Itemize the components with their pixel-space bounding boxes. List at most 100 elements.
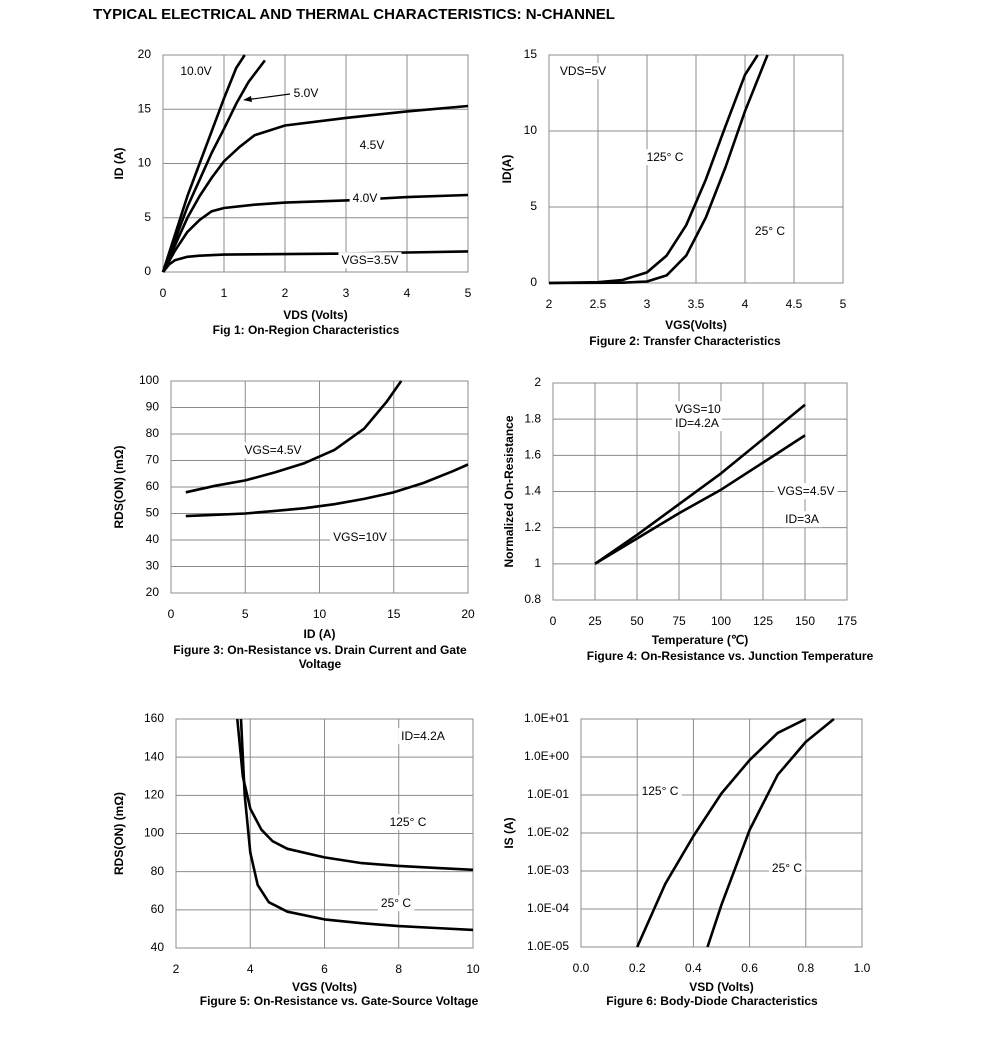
series-line: [594, 434, 806, 565]
y-tick-label: 15: [138, 101, 152, 115]
annotation: VDS=5V: [560, 64, 606, 78]
y-tick-label: 1.0E-05: [527, 939, 569, 953]
x-axis-label: ID (A): [304, 627, 336, 641]
y-tick-label: 5: [144, 210, 151, 224]
chart-caption: Figure 3: On-Resistance vs. Drain Curren…: [173, 643, 467, 671]
series-label: VGS=4.5V: [777, 484, 834, 498]
x-tick-label: 10: [466, 962, 480, 976]
x-tick-label: 100: [711, 614, 731, 628]
plot-frame: [548, 54, 844, 284]
chart-caption: Figure 6: Body-Diode Characteristics: [606, 994, 818, 1008]
x-tick-label: 0.0: [573, 961, 590, 975]
y-tick-label: 100: [144, 826, 164, 840]
series-line: [594, 403, 806, 565]
x-tick-label: 1.0: [854, 961, 871, 975]
arrow-head: [243, 96, 252, 102]
series-line: [161, 250, 469, 273]
x-tick-label: 3: [644, 297, 651, 311]
series-line: [236, 718, 474, 872]
plot-frame: [175, 718, 474, 949]
x-tick-label: 50: [630, 614, 644, 628]
y-tick-label: 160: [144, 711, 164, 725]
y-tick-label: 1.0E-02: [527, 825, 569, 839]
y-tick-label: 100: [139, 373, 159, 387]
plot-frame: [552, 382, 848, 601]
y-tick-label: 140: [144, 749, 164, 763]
y-tick-label: 30: [146, 559, 160, 573]
y-tick-label: 1: [534, 556, 541, 570]
y-tick-label: 1.2: [524, 520, 541, 534]
x-tick-label: 20: [461, 607, 475, 621]
x-tick-label: 0: [160, 286, 167, 300]
y-tick-label: 10: [138, 156, 152, 170]
y-tick-label: 1.0E-03: [527, 863, 569, 877]
y-axis-label: ID (A): [112, 148, 126, 180]
x-tick-label: 2: [282, 286, 289, 300]
x-tick-label: 2: [546, 297, 553, 311]
x-tick-label: 5: [840, 297, 847, 311]
label-background: [290, 85, 322, 102]
series-label: VGS=4.5V: [244, 443, 301, 457]
series-line: [161, 59, 266, 273]
x-tick-label: 5: [242, 607, 249, 621]
y-tick-label: 1.6: [524, 448, 541, 462]
x-axis-label: VGS (Volts): [292, 980, 357, 994]
series-label: 10.0V: [180, 64, 211, 78]
label-background: [638, 783, 682, 800]
y-tick-label: 60: [151, 902, 165, 916]
series-label: 125° C: [642, 784, 679, 798]
y-tick-label: 20: [146, 585, 160, 599]
y-axis-label: RDS(ON) (mΩ): [112, 446, 126, 529]
x-tick-label: 0.6: [741, 961, 758, 975]
x-tick-label: 125: [753, 614, 773, 628]
x-tick-label: 6: [321, 962, 328, 976]
label-background: [782, 511, 822, 528]
y-tick-label: 20: [138, 47, 152, 61]
x-tick-label: 4: [247, 962, 254, 976]
x-tick-label: 2.5: [590, 297, 607, 311]
y-tick-label: 10: [524, 123, 538, 137]
y-tick-label: 40: [146, 532, 160, 546]
x-tick-label: 75: [672, 614, 686, 628]
y-tick-label: 60: [146, 479, 160, 493]
x-axis-label: VGS(Volts): [665, 318, 727, 332]
series-label: 5.0V: [294, 86, 319, 100]
page-title: TYPICAL ELECTRICAL AND THERMAL CHARACTER…: [93, 6, 615, 23]
label-background: [556, 63, 610, 80]
annotation: ID=4.2A: [675, 416, 719, 430]
y-tick-label: 15: [524, 47, 538, 61]
series-line: [636, 717, 807, 948]
series-line: [239, 718, 474, 932]
label-background: [338, 252, 402, 269]
series-label: 25° C: [381, 896, 411, 910]
x-tick-label: 0.2: [629, 961, 646, 975]
label-background: [774, 483, 838, 500]
x-tick-label: 2: [173, 962, 180, 976]
x-axis-label: VSD (Volts): [689, 980, 753, 994]
y-tick-label: 2: [534, 375, 541, 389]
x-axis-label: Temperature (℃): [652, 633, 749, 647]
y-tick-label: 80: [146, 426, 160, 440]
series-line: [185, 463, 469, 518]
x-tick-label: 0.8: [797, 961, 814, 975]
annotation: ID=3A: [785, 512, 819, 526]
y-tick-label: 0.8: [524, 592, 541, 606]
x-tick-label: 3: [343, 286, 350, 300]
y-tick-label: 50: [146, 506, 160, 520]
y-tick-label: 0: [530, 275, 537, 289]
y-tick-label: 80: [151, 864, 165, 878]
y-tick-label: 0: [144, 264, 151, 278]
chart-caption: Figure 5: On-Resistance vs. Gate-Source …: [199, 994, 479, 1008]
label-background: [398, 728, 448, 745]
label-background: [672, 401, 725, 418]
y-tick-label: 90: [146, 400, 160, 414]
series-label: VGS=10V: [333, 530, 387, 544]
x-axis-label: VDS (Volts): [283, 308, 347, 322]
series-label: 4.5V: [360, 138, 385, 152]
x-tick-label: 25: [588, 614, 602, 628]
chart-caption: Fig 1: On-Region Characteristics: [212, 323, 400, 337]
series-line: [548, 54, 759, 285]
y-tick-label: 70: [146, 453, 160, 467]
y-axis-label: RDS(ON) (mΩ): [112, 792, 126, 875]
